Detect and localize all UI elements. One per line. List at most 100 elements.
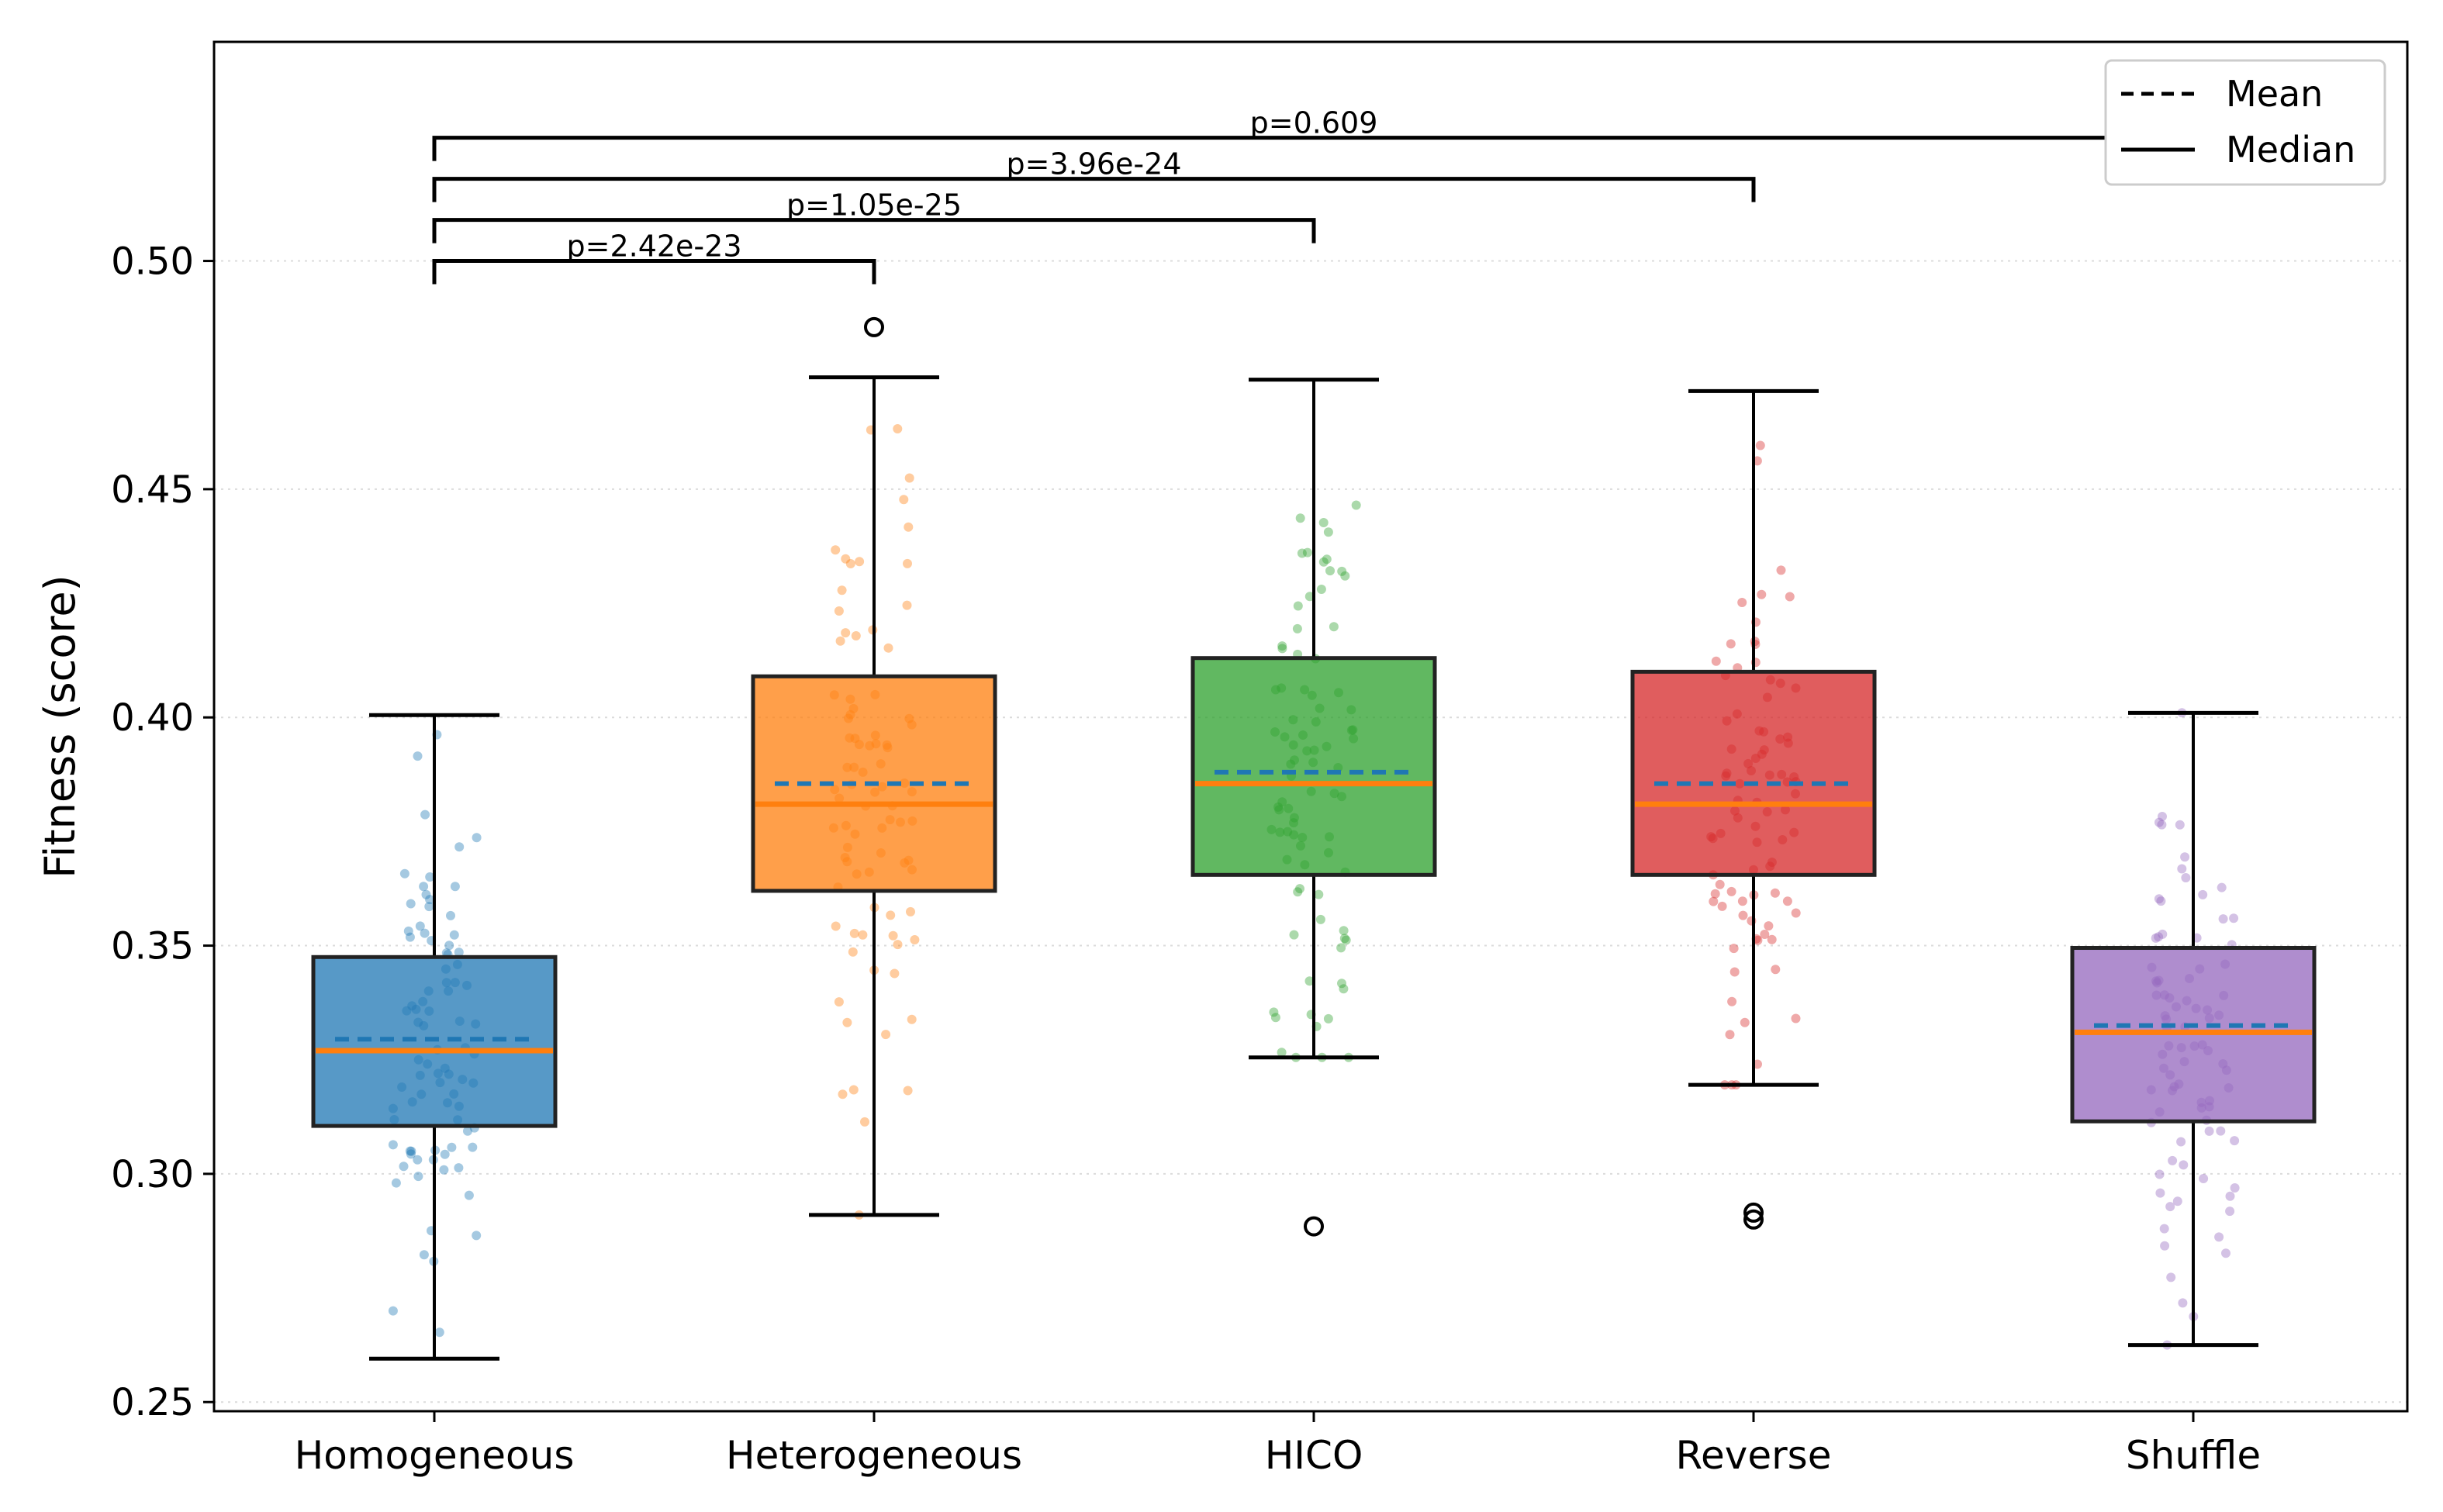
jitter-point [834, 997, 844, 1007]
jitter-point [425, 895, 435, 905]
jitter-point [2179, 1160, 2189, 1170]
jitter-point [405, 932, 415, 942]
jitter-point [2230, 1136, 2240, 1146]
jitter-point [1269, 1007, 1279, 1017]
jitter-point [1727, 996, 1737, 1006]
jitter-point [1755, 440, 1765, 450]
y-tick-label: 0.25 [111, 1381, 194, 1424]
jitter-point [2154, 1169, 2165, 1179]
jitter-point [837, 585, 847, 595]
jitter-point [406, 899, 416, 909]
jitter-point [907, 1014, 917, 1024]
legend-median-label: Median [2226, 129, 2355, 171]
jitter-point [463, 1126, 472, 1136]
comparison-bracket [432, 177, 1756, 202]
legend: Mean Median [2104, 59, 2386, 186]
jitter-point [444, 941, 454, 951]
jitter-point [1715, 879, 1725, 889]
jitter-point [904, 473, 914, 483]
jitter-point [1725, 1030, 1735, 1040]
jitter-point [855, 557, 865, 567]
jitter-point [1314, 889, 1324, 899]
jitter-point [902, 600, 912, 610]
jitter-point [2159, 1224, 2169, 1234]
jitter-point [2151, 933, 2161, 943]
jitter-point [454, 842, 465, 852]
jitter-point [1339, 934, 1349, 944]
jitter-point [1322, 554, 1332, 564]
jitter-point [1315, 914, 1325, 924]
y-tick-label: 0.45 [111, 468, 194, 512]
jitter-point [1302, 547, 1312, 558]
jitter-point [1729, 967, 1740, 977]
jitter-point [838, 1089, 848, 1099]
jitter-point [1304, 976, 1315, 986]
jitter-point [2181, 873, 2191, 882]
jitter-point [447, 1142, 457, 1152]
jitter-point [2180, 852, 2190, 862]
plot-frame [213, 40, 2409, 1413]
jitter-point [2154, 932, 2164, 942]
jitter-point [1295, 513, 1305, 523]
jitter-point [2168, 1155, 2178, 1165]
jitter-point [420, 928, 430, 938]
jitter-point [434, 1327, 444, 1338]
jitter-point [2157, 820, 2167, 830]
jitter-point [1776, 565, 1786, 575]
jitter-point [472, 833, 482, 843]
jitter-point [406, 1146, 416, 1156]
jitter-point [851, 631, 861, 640]
jitter-point [906, 906, 915, 917]
box-reverse [1630, 669, 1877, 877]
jitter-point [1337, 979, 1346, 989]
p-value-label: p=0.609 [1250, 106, 1378, 140]
jitter-point [468, 1142, 478, 1152]
outlier-point [1743, 1202, 1764, 1223]
jitter-point [472, 1231, 482, 1241]
jitter-point [415, 921, 425, 931]
jitter-point [1341, 935, 1351, 945]
jitter-point [848, 1085, 859, 1095]
jitter-point [834, 606, 844, 616]
jitter-point [1293, 887, 1303, 897]
jitter-point [2225, 1191, 2235, 1201]
jitter-point [1767, 934, 1777, 944]
jitter-point [841, 628, 851, 638]
p-value-label: p=1.05e-25 [786, 188, 962, 223]
jitter-point [893, 424, 903, 433]
jitter-point [450, 882, 460, 892]
p-value-label: p=2.42e-23 [566, 230, 741, 264]
axes-layer: 0.25 0.30 0.35 0.40 0.45 0.50 Homogeneous Heter… [111, 240, 2261, 1478]
jitter-point [1791, 908, 1801, 918]
jitter-point [419, 882, 429, 892]
jitter-point [421, 889, 431, 899]
jitter-point [2155, 1188, 2165, 1198]
jitter-point [1753, 935, 1763, 945]
jitter-point [1295, 884, 1304, 894]
legend-mean-label: Mean [2226, 73, 2323, 115]
jitter-point [2175, 820, 2185, 830]
jitter-point [420, 810, 430, 820]
jitter-point [849, 928, 859, 938]
jitter-point [449, 930, 459, 940]
box-hico [1190, 656, 1437, 877]
jitter-point [405, 1146, 415, 1156]
jitter-point [1297, 548, 1307, 558]
jitter-point [841, 554, 851, 564]
jitter-point [2158, 812, 2167, 821]
jitter-point [2217, 882, 2227, 892]
jitter-point [831, 545, 841, 555]
jitter-point [2156, 896, 2166, 906]
jitter-point [845, 559, 855, 568]
jitter-point [1791, 1013, 1801, 1024]
jitter-point [464, 1190, 474, 1200]
legend-box [2104, 59, 2386, 186]
jitter-point [1729, 944, 1739, 954]
y-tick-label: 0.50 [111, 240, 194, 284]
jitter-point [446, 910, 455, 920]
jitter-point [2176, 1137, 2186, 1147]
jitter-point [835, 636, 845, 646]
jitter-point [1293, 601, 1303, 611]
jitter-point [1323, 1013, 1333, 1024]
